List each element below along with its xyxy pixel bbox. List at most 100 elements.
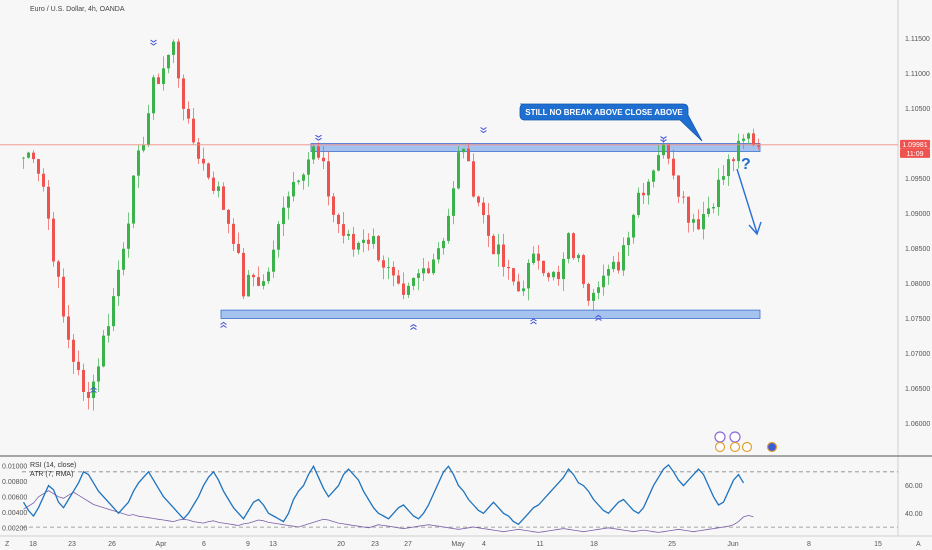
candle-body xyxy=(287,196,290,208)
candle-body xyxy=(722,176,725,180)
candle-body xyxy=(687,196,690,223)
atr-tick-label: 0.00800 xyxy=(2,479,27,486)
time-tick-label: 27 xyxy=(404,541,412,548)
atr-tick-label: 0.00200 xyxy=(2,525,27,532)
candle-body xyxy=(272,249,275,272)
candle-body xyxy=(172,41,175,55)
candle-body xyxy=(137,150,140,176)
candle-body xyxy=(357,242,360,250)
candle-body xyxy=(222,186,225,210)
candle-body xyxy=(132,175,135,224)
time-tick-label: 6 xyxy=(202,541,206,548)
candle-body xyxy=(697,219,700,230)
support-resistance-zone[interactable] xyxy=(310,143,761,152)
projection-arrow[interactable]: ? xyxy=(736,156,762,236)
candle-body xyxy=(157,77,160,84)
candle-body xyxy=(247,274,250,297)
event-icon[interactable] xyxy=(729,431,741,443)
candle-body xyxy=(412,277,415,286)
rsi-tick-label: 40.00 xyxy=(905,511,923,518)
axis-mode-label[interactable]: A xyxy=(916,541,921,548)
event-icon[interactable] xyxy=(766,441,778,453)
candle-body xyxy=(512,268,515,282)
zones-layer xyxy=(220,143,761,319)
candle-body xyxy=(457,152,460,189)
countdown-text: 11:09 xyxy=(907,151,924,158)
event-icon[interactable] xyxy=(741,441,753,453)
swing-high-marker xyxy=(480,127,487,134)
candle-body xyxy=(562,258,565,280)
timezone-label[interactable]: Z xyxy=(5,541,10,548)
candle-body xyxy=(82,369,85,392)
support-resistance-zone[interactable] xyxy=(220,309,761,319)
candle-body xyxy=(377,236,380,261)
candle-body xyxy=(487,215,490,236)
swing-high-marker xyxy=(315,134,322,141)
projection-arrow-shaft xyxy=(736,168,758,234)
candle-body xyxy=(702,213,705,230)
candle-body xyxy=(517,281,520,292)
candle-body xyxy=(57,261,60,277)
chart-title: Euro / U.S. Dollar, 4h, OANDA xyxy=(30,6,125,13)
indicator-pane[interactable]: 60.00 40.00 0.01000 0.00800 0.00600 0.00400 0.… xyxy=(2,463,923,533)
callout-bubble xyxy=(519,103,703,142)
candle-body xyxy=(207,163,210,178)
candle-body xyxy=(592,292,595,301)
price-tick-label: 1.07000 xyxy=(905,351,930,358)
event-icon[interactable] xyxy=(714,431,726,443)
time-axis[interactable]: 18 23 26 Apr 6 9 13 20 23 27 May 4 11 18 25 Jun 8 15 xyxy=(29,541,882,548)
candle-body xyxy=(452,188,455,216)
candle-body xyxy=(587,283,590,301)
candle-body xyxy=(227,209,230,224)
candle-body xyxy=(627,237,630,246)
candle-body xyxy=(252,274,255,278)
candle-body xyxy=(477,196,480,203)
candle-body xyxy=(87,391,90,398)
candle-body xyxy=(467,148,470,162)
candle-body xyxy=(677,175,680,197)
callout[interactable]: STILL NO BREAK ABOVE CLOSE ABOVE xyxy=(519,103,703,142)
candle-body xyxy=(122,248,125,270)
candle-body xyxy=(392,267,395,276)
atr-line xyxy=(23,490,754,533)
candle-body xyxy=(672,158,675,176)
candle-body xyxy=(297,180,300,182)
event-icon[interactable] xyxy=(729,441,741,453)
candle-body xyxy=(617,261,620,271)
candle-body xyxy=(397,275,400,284)
event-icon[interactable] xyxy=(714,441,726,453)
candle-body xyxy=(647,181,650,196)
candle-body xyxy=(742,138,745,141)
candle-body xyxy=(717,179,720,208)
time-tick-label: 9 xyxy=(246,541,250,548)
candle-body xyxy=(492,235,495,255)
candle-body xyxy=(387,267,390,268)
price-tick-label: 1.11000 xyxy=(905,71,930,78)
candle-body xyxy=(277,224,280,250)
candle-body xyxy=(597,287,600,293)
time-tick-label: 20 xyxy=(337,541,345,548)
candle-body xyxy=(652,170,655,182)
candle-body xyxy=(522,288,525,292)
swing-low-marker xyxy=(90,386,97,394)
price-tick-label: 1.11500 xyxy=(905,36,930,43)
candle-body xyxy=(572,233,575,259)
candle-body xyxy=(662,143,665,156)
candle-body xyxy=(752,133,755,146)
candle-body xyxy=(707,208,710,214)
candle-body xyxy=(632,214,635,238)
candle-body xyxy=(552,271,555,278)
price-tick-label: 1.09500 xyxy=(905,176,930,183)
candle-body xyxy=(502,244,505,267)
candle-body xyxy=(127,223,130,249)
candle-body xyxy=(72,339,75,362)
time-tick-label: Jun xyxy=(727,541,738,548)
candle-body xyxy=(262,281,265,286)
candle-body xyxy=(757,145,760,147)
event-icons[interactable] xyxy=(714,431,778,453)
atr-tick-label: 0.00400 xyxy=(2,510,27,517)
swing-high-marker xyxy=(660,136,667,143)
candle-body xyxy=(472,161,475,197)
candle-body xyxy=(337,214,340,225)
candle-body xyxy=(532,253,535,263)
